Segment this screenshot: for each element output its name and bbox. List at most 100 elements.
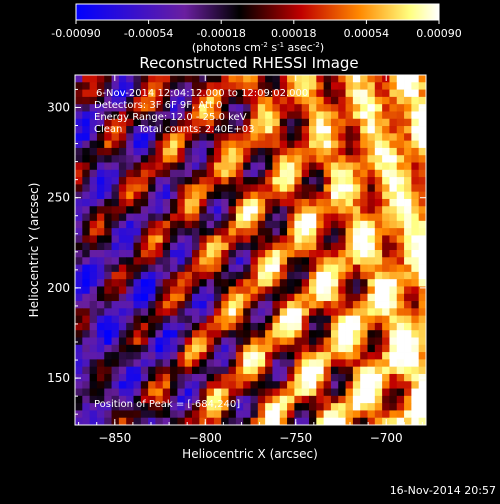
heatmap-cell (192, 344, 200, 353)
heatmap-cell (345, 242, 354, 251)
heatmap-cell (206, 308, 215, 317)
heatmap-cell (170, 104, 178, 112)
heatmap-cell (389, 366, 398, 375)
heatmap-cell (345, 315, 354, 324)
heatmap-cell (404, 89, 412, 98)
heatmap-cell (316, 177, 325, 185)
heatmap-cell (330, 337, 339, 346)
heatmap-cell (301, 96, 310, 105)
heatmap-cell (374, 177, 383, 185)
heatmap-cell (257, 417, 266, 426)
heatmap-cell (323, 315, 332, 324)
heatmap-cell (162, 286, 171, 295)
heatmap-cell (148, 75, 156, 83)
heatmap-cell (192, 250, 200, 258)
heatmap-cell (104, 235, 112, 244)
heatmap-cell (213, 198, 222, 207)
heatmap-cell (228, 155, 237, 163)
heatmap-cell (148, 330, 156, 338)
heatmap-cell (265, 366, 273, 375)
heatmap-cell (162, 352, 171, 360)
heatmap-cell (272, 140, 281, 149)
heatmap-cell (265, 89, 273, 98)
heatmap-cell (330, 155, 339, 163)
heatmap-cell (228, 388, 237, 397)
heatmap-cell (323, 279, 332, 287)
heatmap-cell (184, 89, 193, 98)
heatmap-cell (382, 250, 390, 258)
heatmap-cell (352, 162, 361, 171)
heatmap-cell (389, 213, 398, 222)
heatmap-cell (316, 410, 325, 419)
heatmap-cell (177, 111, 186, 120)
heatmap-cell (279, 417, 288, 426)
heatmap-cell (396, 220, 405, 229)
heatmap-cell (367, 315, 376, 324)
heatmap-cell (221, 89, 229, 98)
heatmap-cell (382, 228, 390, 236)
heatmap-cell (221, 403, 229, 411)
heatmap-cell (228, 177, 237, 185)
heatmap-cell (352, 140, 361, 149)
heatmap-cell (199, 381, 208, 389)
heatmap-cell (301, 118, 310, 127)
heatmap-cell (82, 198, 91, 207)
heatmap-cell (228, 366, 237, 375)
heatmap-cell (323, 104, 332, 112)
heatmap-cell (199, 301, 208, 309)
heatmap-cell (170, 126, 178, 134)
heatmap-cell (133, 337, 142, 346)
heatmap-cell (104, 388, 112, 397)
heatmap-cell (338, 89, 346, 98)
heatmap-cell (287, 315, 295, 324)
heatmap-cell (287, 301, 295, 309)
heatmap-cell (75, 264, 83, 273)
heatmap-cell (89, 330, 98, 338)
heatmap-cell (265, 337, 273, 346)
heatmap-cell (250, 293, 259, 302)
heatmap-cell (294, 417, 303, 426)
heatmap-cell (155, 82, 164, 90)
heatmap-cell (96, 410, 105, 419)
heatmap-cell (177, 242, 186, 251)
heatmap-cell (75, 104, 83, 112)
heatmap-cell (199, 140, 208, 149)
heatmap-cell (345, 337, 354, 346)
heatmap-cell (75, 301, 83, 309)
heatmap-cell (89, 286, 98, 295)
heatmap-cell (206, 366, 215, 375)
heatmap-cell (184, 104, 193, 112)
heatmap-cell (265, 96, 273, 105)
heatmap-cell (338, 250, 346, 258)
heatmap-cell (221, 242, 229, 251)
heatmap-cell (192, 126, 200, 134)
heatmap-cell (82, 177, 91, 185)
heatmap-cell (89, 133, 98, 142)
heatmap-cell (243, 308, 251, 317)
heatmap-cell (199, 126, 208, 134)
heatmap-cell (374, 373, 383, 382)
heatmap-cell (206, 169, 215, 178)
heatmap-cell (104, 118, 112, 127)
heatmap-cell (148, 308, 156, 317)
heatmap-cell (257, 279, 266, 287)
heatmap-cell (316, 359, 325, 368)
heatmap-cell (404, 184, 412, 193)
heatmap-cell (338, 271, 346, 280)
heatmap-cell (257, 147, 266, 156)
heatmap-cell (213, 75, 222, 83)
heatmap-cell (265, 126, 273, 134)
heatmap-cell (155, 250, 164, 258)
heatmap-cell (170, 169, 178, 178)
heatmap-cell (75, 126, 83, 134)
heatmap-cell (338, 352, 346, 360)
heatmap-cell (177, 337, 186, 346)
heatmap-cell (345, 118, 354, 127)
heatmap-cell (177, 162, 186, 171)
heatmap-cell (360, 191, 368, 200)
heatmap-cell (192, 140, 200, 149)
heatmap-cell (360, 147, 368, 156)
heatmap-cell (213, 96, 222, 105)
heatmap-cell (148, 381, 156, 389)
heatmap-cell (184, 381, 193, 389)
